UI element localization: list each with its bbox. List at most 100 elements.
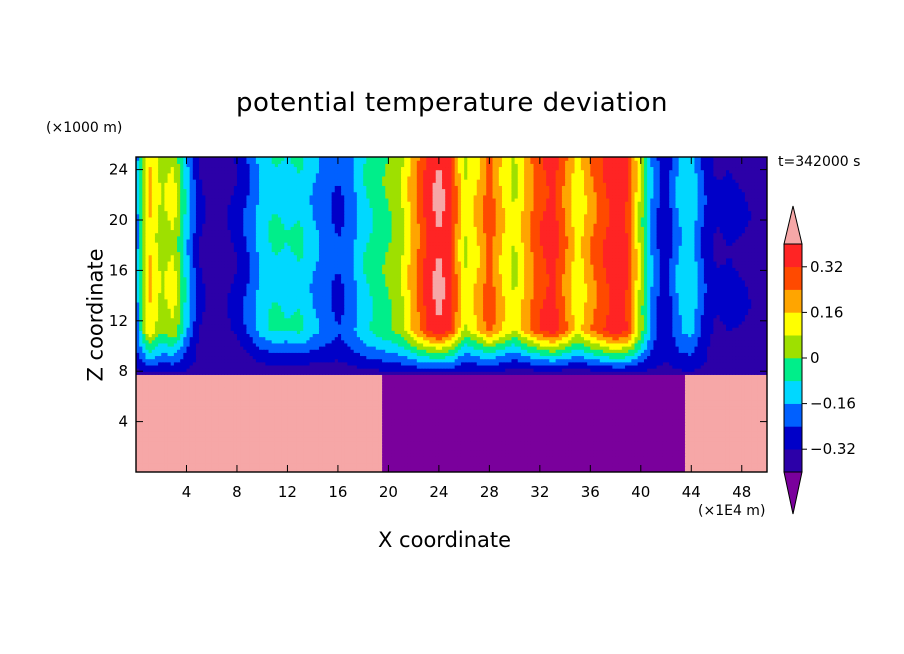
field-cell — [394, 456, 399, 460]
field-cell — [599, 443, 604, 448]
field-cell — [722, 437, 727, 442]
field-cell — [577, 443, 582, 448]
field-cell — [694, 453, 699, 457]
field-cell — [697, 462, 702, 467]
field-cell — [602, 459, 607, 464]
field-cell — [183, 449, 188, 454]
field-cell — [325, 449, 330, 454]
field-cell — [309, 456, 314, 460]
field-cell — [199, 446, 203, 451]
field-cell — [202, 443, 207, 448]
field-cell — [678, 459, 683, 464]
field-cell — [164, 440, 169, 445]
field-cell — [593, 459, 598, 464]
field-cell — [372, 456, 377, 460]
field-cell — [483, 468, 487, 472]
field-cell — [391, 468, 396, 472]
field-cell — [684, 446, 689, 451]
field-cell — [334, 468, 339, 472]
field-cell — [691, 459, 696, 464]
field-cell — [255, 437, 260, 442]
field-cell — [290, 456, 295, 460]
field-cell — [584, 453, 588, 457]
field-cell — [252, 459, 257, 464]
field-cell — [744, 449, 749, 454]
contour-field — [136, 157, 767, 472]
field-cell — [751, 453, 755, 457]
field-cell — [189, 459, 194, 464]
field-cell — [331, 468, 336, 472]
field-cell — [337, 462, 342, 467]
field-cell — [653, 462, 658, 467]
field-cell — [277, 437, 282, 442]
field-cell — [470, 446, 475, 451]
field-cell — [218, 465, 222, 470]
field-cell — [407, 462, 412, 467]
field-cell — [451, 453, 456, 457]
field-cell — [407, 440, 412, 445]
field-cell — [700, 459, 705, 464]
field-cell — [741, 453, 746, 457]
field-cell — [416, 465, 421, 470]
field-cell — [533, 468, 538, 472]
field-cell — [142, 465, 147, 470]
field-cell — [483, 446, 487, 451]
field-cell — [590, 468, 595, 472]
field-cell — [511, 446, 516, 451]
field-cell — [625, 449, 629, 454]
field-cell — [145, 465, 150, 470]
field-cell — [243, 459, 248, 464]
field-cell — [202, 453, 207, 457]
field-cell — [158, 446, 162, 451]
field-cell — [628, 465, 632, 470]
field-cell — [666, 465, 670, 470]
field-cell — [612, 462, 617, 467]
field-cell — [587, 446, 591, 451]
field-cell — [262, 434, 266, 438]
field-cell — [568, 440, 572, 445]
field-cell — [530, 443, 535, 448]
field-cell — [464, 446, 468, 451]
field-cell — [353, 456, 358, 460]
field-cell — [552, 443, 557, 448]
field-cell — [640, 440, 645, 445]
field-cell — [457, 449, 462, 454]
field-cell — [445, 456, 449, 460]
field-cell — [356, 443, 361, 448]
field-cell — [255, 443, 260, 448]
field-cell — [565, 446, 569, 451]
field-cell — [404, 443, 408, 448]
field-cell — [189, 468, 194, 472]
field-cell — [621, 437, 626, 442]
field-cell — [748, 437, 752, 442]
field-cell — [265, 459, 270, 464]
field-cell — [568, 462, 572, 467]
field-cell — [353, 453, 358, 457]
field-cell — [757, 465, 762, 470]
field-cell — [552, 446, 557, 451]
field-cell — [227, 462, 232, 467]
field-cell — [653, 443, 658, 448]
field-cell — [148, 459, 153, 464]
field-cell — [195, 443, 200, 448]
field-cell — [356, 462, 361, 467]
field-cell — [230, 446, 235, 451]
field-cell — [334, 456, 339, 460]
field-cell — [375, 446, 380, 451]
field-cell — [318, 446, 323, 451]
field-cell — [331, 443, 336, 448]
field-cell — [647, 449, 651, 454]
field-cell — [429, 456, 434, 460]
field-cell — [438, 456, 443, 460]
field-cell — [419, 456, 424, 460]
field-cell — [435, 443, 440, 448]
field-cell — [158, 440, 162, 445]
field-cell — [470, 465, 475, 470]
field-cell — [558, 462, 563, 467]
field-cell — [173, 449, 178, 454]
field-cell — [271, 437, 276, 442]
field-cell — [293, 468, 298, 472]
field-cell — [360, 443, 364, 448]
field-cell — [369, 446, 374, 451]
field-cell — [536, 440, 541, 445]
